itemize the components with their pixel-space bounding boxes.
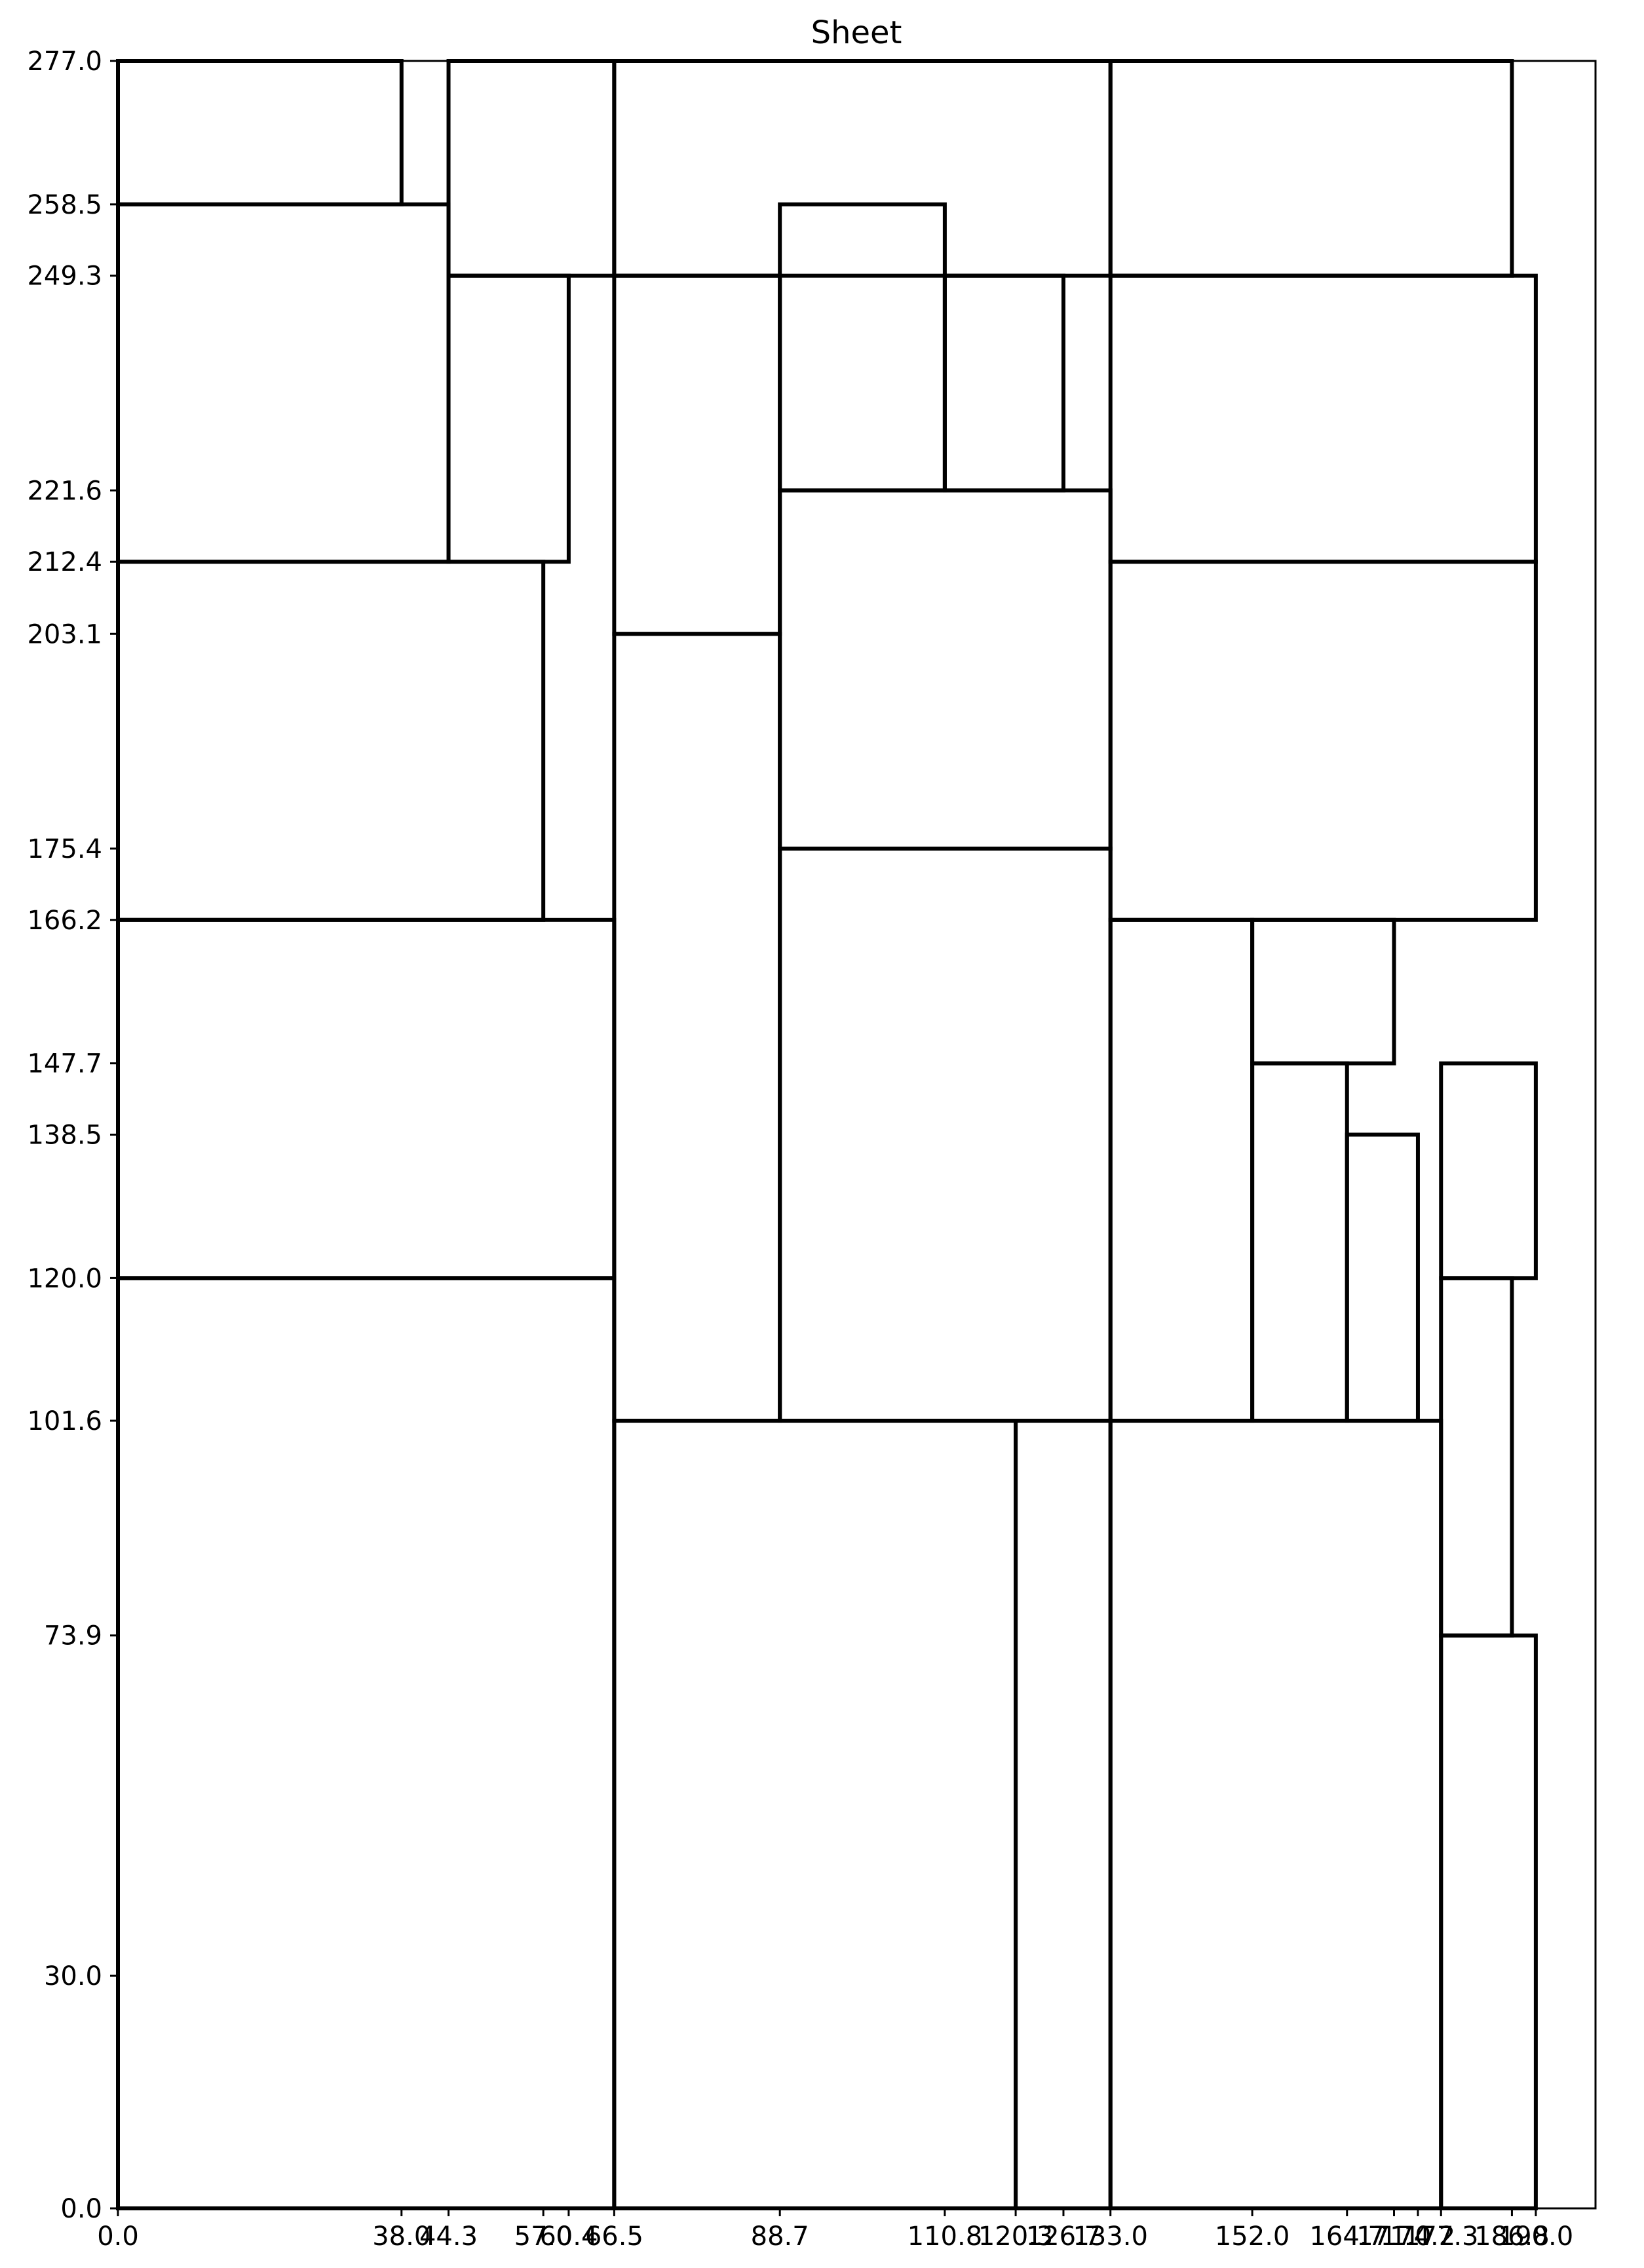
y-tick-label-15: 277.0	[27, 47, 102, 77]
x-tick-label-4: 57.0	[514, 2221, 573, 2252]
x-tick-label-14: 171.0	[1356, 2221, 1432, 2252]
x-tick-label-11: 133.0	[1073, 2221, 1148, 2252]
x-tick-label-12: 152.0	[1215, 2221, 1290, 2252]
x-axis: 0.0 38.044.3 57.060.466.5 88.7 110.8120.3126…	[97, 2208, 1573, 2252]
x-tick-label-2: 38.0	[372, 2221, 430, 2252]
y-tick-label-3: 73.9	[44, 1621, 102, 1651]
panel-27	[1439, 1633, 1538, 2210]
y-tick-label-9: 175.4	[27, 834, 102, 864]
panel-7	[446, 273, 571, 564]
y-tick-label-5: 120.0	[27, 1263, 102, 1294]
y-tick-label-13: 249.3	[27, 261, 102, 292]
x-tick-label-18: 190.0	[1499, 2221, 1574, 2252]
panel-group	[116, 59, 1538, 2211]
x-tick-label-5: 60.4	[539, 2221, 598, 2252]
y-tick-label-8: 166.2	[27, 906, 102, 936]
y-tick-label-14: 258.5	[27, 190, 102, 220]
x-tick-label-8: 110.8	[908, 2221, 983, 2252]
panel-5	[116, 59, 404, 206]
x-tick-label-17: 186.8	[1474, 2221, 1550, 2252]
y-tick-label-1: 0.0	[60, 2194, 102, 2224]
y-tick-label-7: 147.7	[27, 1049, 102, 1079]
x-tick-label-15: 174.2	[1381, 2221, 1456, 2252]
y-tick-label-2: 30.0	[44, 1961, 102, 1991]
x-tick-label-16: 177.3	[1404, 2221, 1479, 2252]
x-tick-label-6: 66.5	[585, 2221, 643, 2252]
x-tick-label-7: 88.7	[751, 2221, 809, 2252]
x-tick-label-10: 126.7	[1026, 2221, 1101, 2252]
y-tick-label-4: 101.6	[27, 1406, 102, 1436]
x-tick-label-1: 0.0	[97, 2221, 139, 2252]
y-tick-label-12: 221.6	[27, 476, 102, 506]
y-tick-label-6: 138.5	[27, 1121, 102, 1151]
y-tick-label-10: 203.1	[27, 619, 102, 649]
x-tick-label-3: 44.3	[419, 2221, 478, 2252]
x-tick-label-9: 120.3	[978, 2221, 1054, 2252]
x-tick-label-13: 164.7	[1309, 2221, 1385, 2252]
y-tick-label-11: 212.4	[27, 547, 102, 577]
y-axis: 0.0 30.0 73.9 101.6 120.0 138.5 147.7 166.2 175.…	[27, 47, 118, 2224]
chart-title: Sheet	[811, 14, 902, 51]
